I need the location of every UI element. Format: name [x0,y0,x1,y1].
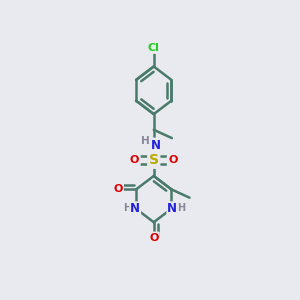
Text: Cl: Cl [148,43,160,52]
Text: N: N [151,139,161,152]
Text: H: H [123,203,131,213]
Text: N: N [167,202,177,215]
Text: H: H [140,136,149,146]
Text: N: N [130,202,140,215]
Text: O: O [113,184,123,194]
Text: S: S [149,153,159,167]
Text: O: O [168,155,178,165]
Text: H: H [177,203,185,213]
Text: O: O [149,233,158,243]
Text: O: O [130,155,140,165]
